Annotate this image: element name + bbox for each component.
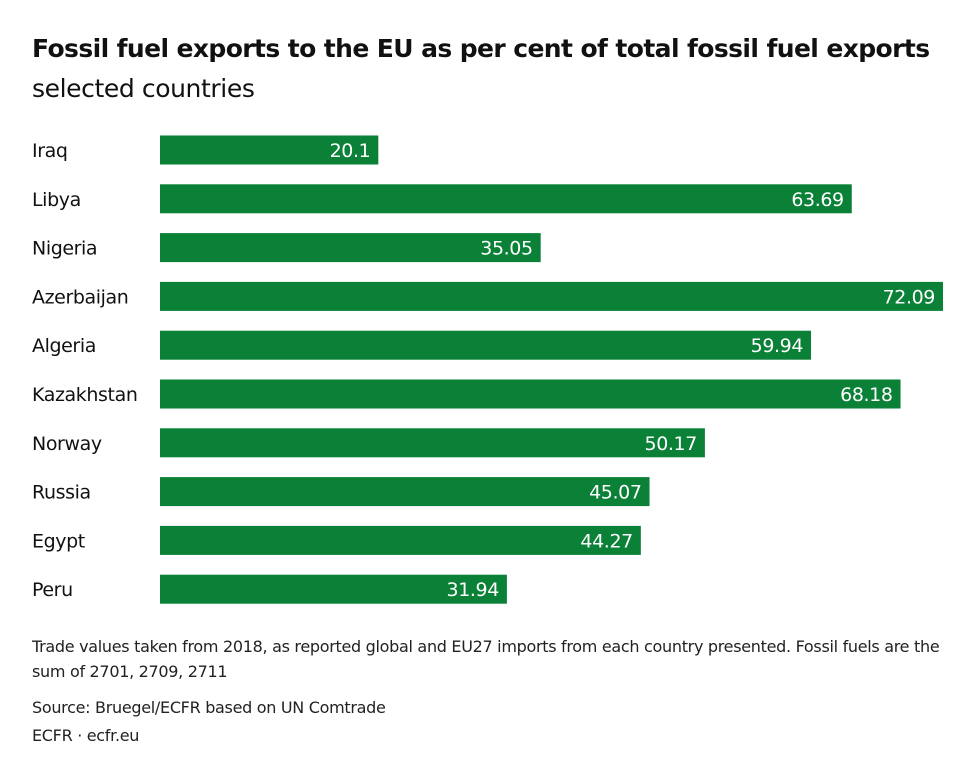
category-label: Nigeria — [32, 238, 97, 260]
credit-line: ECFR · ecfr.eu — [32, 726, 140, 745]
value-label: 45.07 — [589, 482, 641, 504]
chart-title: Fossil fuel exports to the EU as per cen… — [32, 34, 930, 63]
bar — [160, 184, 852, 214]
bar-chart: Iraq 20.1 Libya 63.69 Nigeria 35.05 Azerbaijan… — [32, 135, 943, 604]
bar — [160, 281, 943, 311]
category-label: Norway — [32, 433, 102, 455]
category-label: Peru — [32, 579, 73, 601]
value-label: 72.09 — [883, 286, 935, 308]
bar — [160, 233, 541, 263]
category-label: Iraq — [32, 140, 68, 162]
value-label: 20.1 — [330, 140, 371, 162]
value-label: 35.05 — [480, 238, 532, 260]
category-label: Libya — [32, 189, 81, 211]
category-label: Azerbaijan — [32, 286, 128, 308]
category-label: Algeria — [32, 335, 96, 357]
value-label: 68.18 — [840, 384, 892, 406]
value-label: 50.17 — [645, 433, 697, 455]
category-label: Kazakhstan — [32, 384, 137, 406]
value-label: 59.94 — [751, 335, 804, 357]
category-label: Egypt — [32, 530, 85, 552]
footnote: Trade values taken from 2018, as reporte… — [32, 637, 940, 681]
bar — [160, 525, 641, 555]
bar — [160, 477, 650, 507]
bar — [160, 379, 901, 409]
bar — [160, 574, 507, 604]
category-label: Russia — [32, 482, 91, 504]
value-label: 31.94 — [447, 579, 500, 601]
bar — [160, 135, 379, 165]
bar — [160, 330, 812, 360]
value-label: 63.69 — [791, 189, 843, 211]
bar — [160, 428, 705, 458]
source-line: Source: Bruegel/ECFR based on UN Comtrad… — [32, 698, 386, 717]
chart-subtitle: selected countries — [32, 74, 255, 103]
value-label: 44.27 — [580, 530, 632, 552]
